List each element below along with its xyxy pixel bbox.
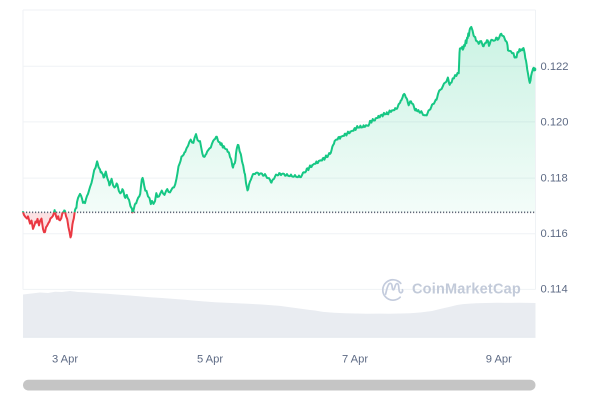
svg-text:0.122: 0.122 <box>541 61 569 73</box>
svg-text:9 Apr: 9 Apr <box>486 354 512 366</box>
svg-text:0.116: 0.116 <box>541 228 568 240</box>
svg-text:7 Apr: 7 Apr <box>342 354 368 366</box>
svg-text:0.118: 0.118 <box>541 172 568 184</box>
svg-text:0.114: 0.114 <box>541 284 568 296</box>
svg-text:3 Apr: 3 Apr <box>52 354 78 366</box>
svg-text:CoinMarketCap: CoinMarketCap <box>412 282 521 298</box>
svg-text:0.120: 0.120 <box>541 117 569 129</box>
svg-text:5 Apr: 5 Apr <box>197 354 223 366</box>
